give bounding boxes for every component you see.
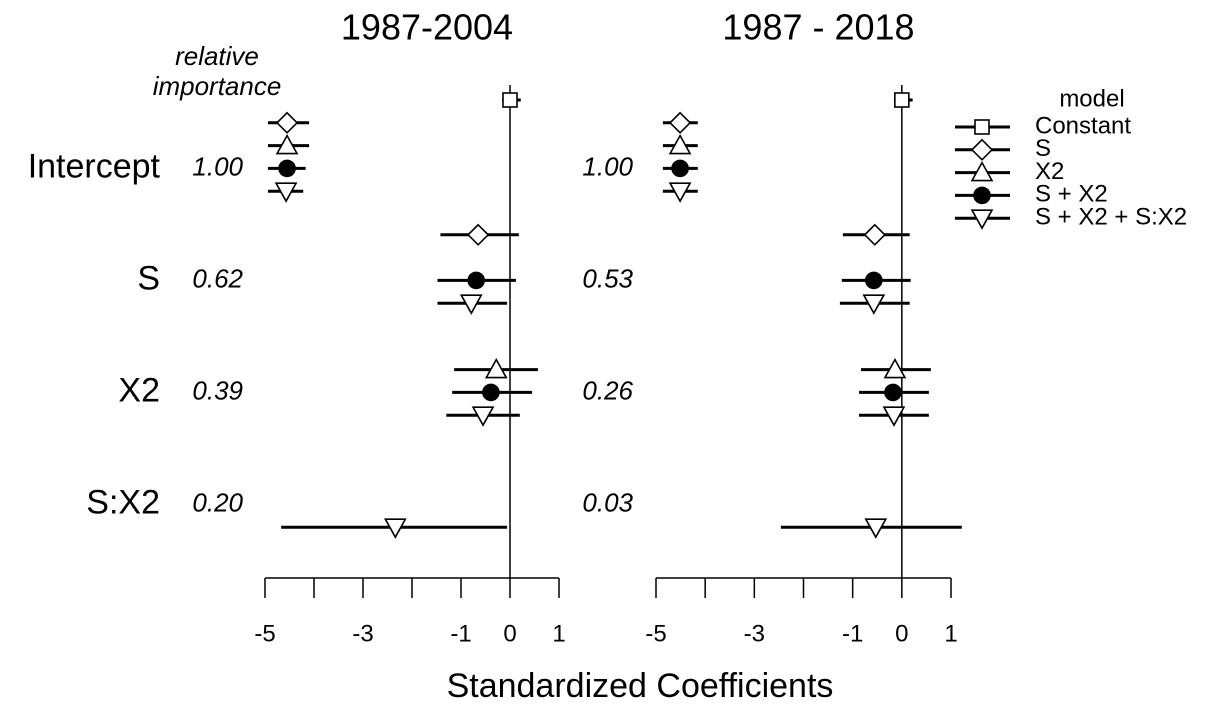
- importance-label: 0.03: [582, 487, 633, 517]
- importance-label: 0.20: [192, 487, 243, 517]
- marker: [668, 182, 692, 203]
- x-tick-label: -5: [254, 620, 275, 647]
- x-tick-label: -1: [842, 620, 863, 647]
- importance-title: relative: [175, 41, 259, 71]
- marker: [865, 271, 883, 290]
- legend-marker: [970, 209, 994, 230]
- marker: [467, 271, 485, 290]
- marker: [668, 133, 692, 155]
- legend-label: S: [1035, 135, 1051, 162]
- row-label: S:X2: [86, 483, 160, 521]
- marker: [275, 133, 299, 155]
- marker: [274, 182, 298, 203]
- row-label: X2: [118, 371, 160, 409]
- marker: [668, 111, 692, 134]
- marker: [502, 92, 518, 108]
- importance-label: 1.00: [582, 151, 633, 181]
- marker: [467, 223, 490, 246]
- x-tick-label: -1: [450, 620, 471, 647]
- marker: [471, 406, 495, 427]
- marker: [459, 294, 483, 315]
- legend-title: model: [1059, 85, 1124, 112]
- panel-title: 1987 - 2018: [722, 7, 914, 48]
- marker: [383, 518, 407, 539]
- marker: [883, 357, 907, 379]
- marker: [862, 294, 886, 315]
- marker: [864, 518, 888, 539]
- row-label: Intercept: [28, 147, 161, 185]
- x-tick-label: -3: [744, 620, 765, 647]
- importance-title: importance: [153, 71, 282, 101]
- legend-label: S + X2: [1035, 181, 1108, 208]
- marker: [484, 357, 508, 379]
- x-axis-label: Standardized Coefficients: [447, 667, 834, 705]
- legend-label: X2: [1035, 158, 1064, 185]
- marker: [671, 159, 689, 178]
- x-tick-label: 1: [944, 620, 957, 647]
- row-label: S: [137, 259, 160, 297]
- marker: [863, 223, 886, 246]
- marker: [882, 406, 906, 427]
- importance-label: 1.00: [192, 151, 243, 181]
- legend-marker: [974, 119, 990, 135]
- marker: [482, 383, 500, 402]
- legend-marker: [970, 160, 994, 182]
- legend-marker: [973, 186, 991, 205]
- panel-title: 1987-2004: [341, 7, 513, 48]
- legend-marker: [970, 138, 994, 161]
- importance-label: 0.26: [582, 375, 633, 405]
- x-tick-label: -3: [352, 620, 373, 647]
- legend-label: S + X2 + S:X2: [1035, 204, 1187, 231]
- marker: [884, 383, 902, 402]
- importance-label: 0.53: [582, 263, 633, 293]
- x-tick-label: -5: [645, 620, 666, 647]
- marker: [275, 111, 299, 134]
- marker: [894, 92, 910, 108]
- x-tick-label: 1: [552, 620, 565, 647]
- x-tick-label: 0: [895, 620, 908, 647]
- legend-label: Constant: [1035, 112, 1131, 139]
- x-tick-label: 0: [503, 620, 516, 647]
- marker: [278, 159, 296, 178]
- importance-label: 0.39: [192, 375, 243, 405]
- importance-label: 0.62: [192, 263, 243, 293]
